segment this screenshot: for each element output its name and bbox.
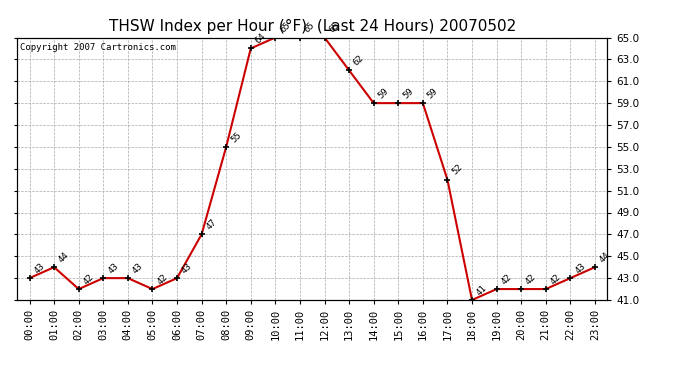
- Text: 62: 62: [352, 54, 366, 68]
- Text: 59: 59: [401, 86, 415, 100]
- Text: 65: 65: [278, 21, 292, 35]
- Text: 43: 43: [573, 261, 587, 275]
- Text: 52: 52: [450, 163, 464, 177]
- Text: 43: 43: [130, 261, 145, 275]
- Title: THSW Index per Hour (°F)  (Last 24 Hours) 20070502: THSW Index per Hour (°F) (Last 24 Hours)…: [108, 18, 516, 33]
- Text: 41: 41: [475, 283, 489, 297]
- Text: 65: 65: [303, 21, 317, 35]
- Text: 42: 42: [81, 272, 95, 286]
- Text: Copyright 2007 Cartronics.com: Copyright 2007 Cartronics.com: [20, 43, 176, 52]
- Text: 44: 44: [57, 251, 71, 264]
- Text: 43: 43: [180, 261, 194, 275]
- Text: 44: 44: [598, 251, 611, 264]
- Text: 42: 42: [549, 272, 562, 286]
- Text: 42: 42: [524, 272, 538, 286]
- Text: 64: 64: [253, 32, 268, 46]
- Text: 65: 65: [327, 21, 342, 35]
- Text: 43: 43: [32, 261, 46, 275]
- Text: 43: 43: [106, 261, 120, 275]
- Text: 59: 59: [377, 86, 391, 100]
- Text: 59: 59: [426, 86, 440, 100]
- Text: 47: 47: [204, 217, 218, 232]
- Text: 42: 42: [155, 272, 169, 286]
- Text: 42: 42: [500, 272, 513, 286]
- Text: 55: 55: [229, 130, 243, 144]
